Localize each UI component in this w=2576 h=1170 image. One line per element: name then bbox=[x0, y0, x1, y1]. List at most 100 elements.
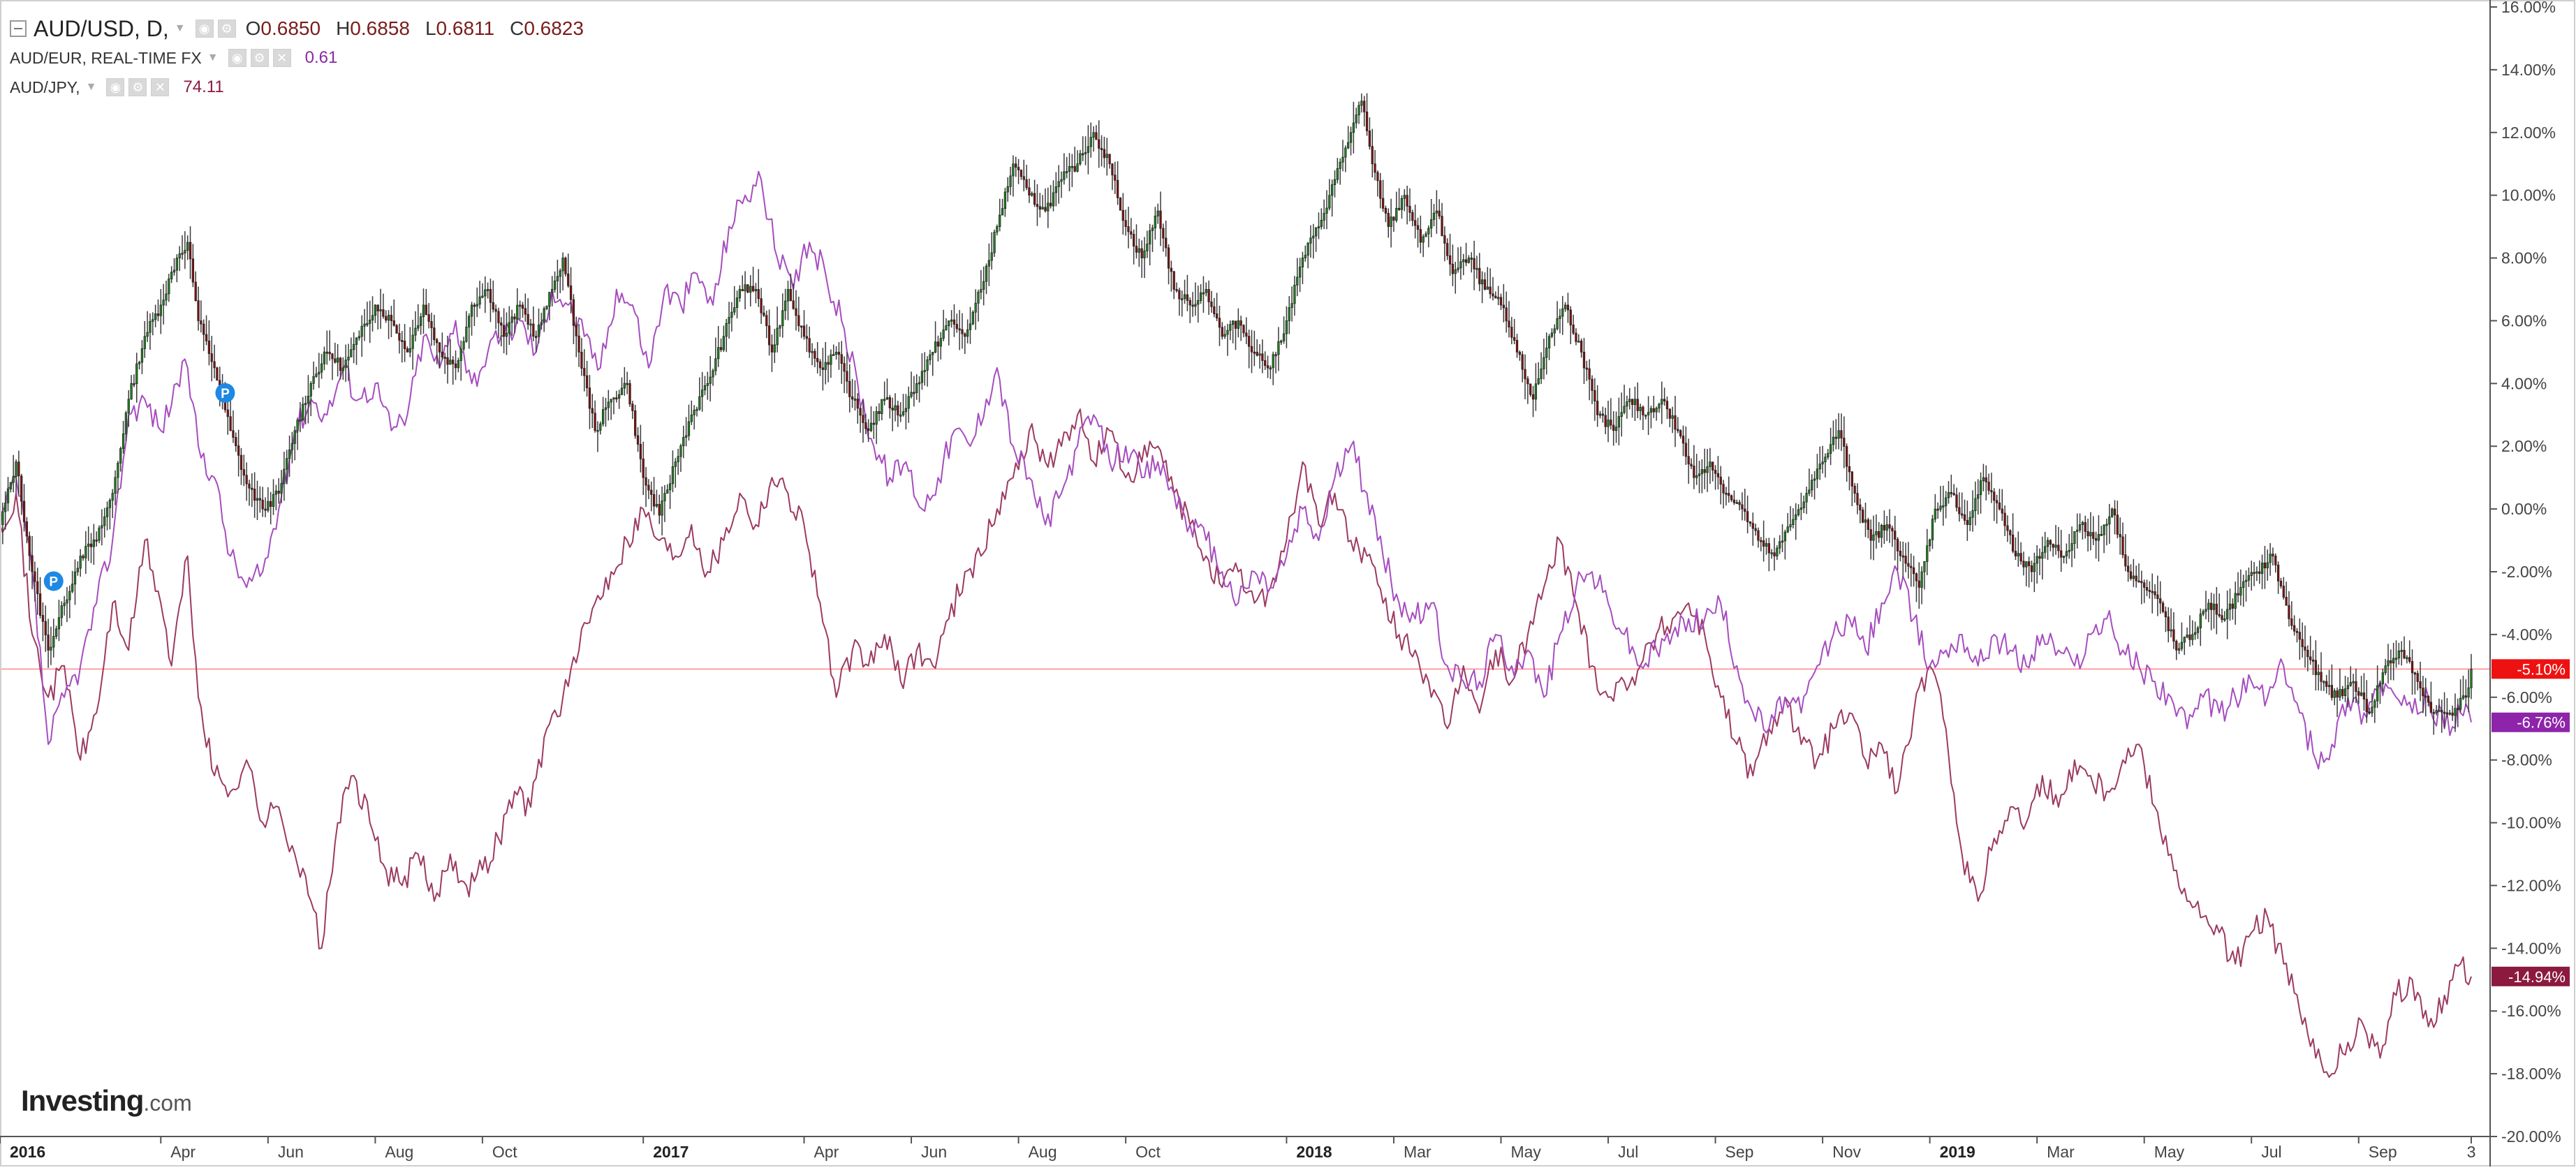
candle-down bbox=[1524, 369, 1526, 380]
candle-down bbox=[1379, 180, 1382, 199]
candle-down bbox=[1515, 340, 1519, 353]
candle-down bbox=[2357, 691, 2360, 696]
candle-down bbox=[1904, 556, 1907, 564]
settings-icon[interactable]: ⚙ bbox=[128, 78, 147, 96]
candle-down bbox=[1987, 481, 1990, 491]
x-tick-label: May bbox=[2154, 1143, 2185, 1161]
candle-up bbox=[256, 498, 259, 501]
candle-up bbox=[1336, 168, 1339, 180]
candle-down bbox=[2432, 711, 2435, 714]
x-tick-label: Apr bbox=[170, 1143, 196, 1161]
candle-up bbox=[2394, 658, 2398, 660]
candle-down bbox=[1883, 525, 1886, 531]
candle-down bbox=[1834, 436, 1837, 439]
candle-up bbox=[280, 483, 283, 494]
candle-up bbox=[2352, 681, 2355, 683]
high-value: 0.6858 bbox=[350, 17, 410, 39]
candle-up bbox=[1928, 539, 1931, 547]
x-tick-label: Oct bbox=[1135, 1143, 1161, 1161]
candle-up bbox=[2266, 562, 2269, 569]
candle-up bbox=[165, 293, 168, 301]
candle-up bbox=[987, 260, 991, 267]
candle-up bbox=[749, 286, 752, 293]
close-label: C bbox=[510, 17, 524, 39]
candle-down bbox=[331, 353, 334, 360]
visibility-icon[interactable]: ◉ bbox=[106, 78, 125, 96]
chevron-down-icon[interactable]: ▼ bbox=[85, 81, 97, 93]
candle-down bbox=[952, 319, 956, 325]
low-label: L bbox=[425, 17, 436, 39]
close-icon[interactable]: ✕ bbox=[151, 78, 170, 96]
visibility-icon[interactable]: ◉ bbox=[195, 20, 214, 38]
chevron-down-icon[interactable]: ▼ bbox=[207, 52, 219, 64]
candle-up bbox=[2392, 658, 2395, 664]
candle-down bbox=[2422, 688, 2424, 697]
candle-down bbox=[1170, 267, 1173, 272]
candle-up bbox=[417, 325, 420, 329]
candle-down bbox=[631, 403, 634, 411]
candle-up bbox=[1885, 524, 1888, 531]
y-tick-label: -2.00% bbox=[2501, 563, 2552, 581]
candle-up bbox=[360, 325, 363, 337]
candle-down bbox=[2419, 681, 2422, 688]
candle-down bbox=[1582, 351, 1586, 369]
candle-down bbox=[1248, 336, 1251, 347]
candle-down bbox=[398, 332, 401, 341]
candle-down bbox=[1191, 304, 1194, 307]
candle-up bbox=[87, 543, 90, 547]
candle-down bbox=[1017, 167, 1020, 170]
candle-down bbox=[261, 499, 264, 510]
candle-up bbox=[1671, 415, 1674, 419]
candle-up bbox=[1945, 497, 1948, 506]
candle-down bbox=[2116, 514, 2119, 535]
aud-eur-value: 0.61 bbox=[304, 48, 338, 67]
legend-row-aud-usd: AUD/USD, D, ▼ ◉ ⚙ O 0.6850 H 0.6858 L 0.681… bbox=[10, 14, 594, 43]
candle-down bbox=[647, 484, 650, 491]
settings-icon[interactable]: ⚙ bbox=[250, 49, 269, 67]
candle-up bbox=[2076, 529, 2079, 532]
chevron-down-icon[interactable]: ▼ bbox=[174, 22, 186, 34]
candle-up bbox=[1947, 491, 1950, 498]
candle-down bbox=[1746, 511, 1749, 522]
candle-up bbox=[135, 363, 138, 384]
candle-down bbox=[2429, 702, 2433, 713]
candle-up bbox=[923, 370, 926, 372]
candle-down bbox=[652, 494, 656, 507]
candle-up bbox=[1430, 219, 1433, 229]
close-icon[interactable]: ✕ bbox=[272, 49, 291, 67]
candle-down bbox=[1451, 263, 1455, 274]
candle-up bbox=[2105, 524, 2108, 526]
candle-up bbox=[508, 322, 510, 334]
symbol-aud-jpy[interactable]: AUD/JPY, bbox=[10, 77, 80, 96]
candle-down bbox=[1406, 195, 1408, 207]
candle-down bbox=[1371, 146, 1374, 165]
visibility-icon[interactable]: ◉ bbox=[228, 49, 246, 67]
symbol-aud-eur[interactable]: AUD/EUR, REAL-TIME FX bbox=[10, 48, 202, 67]
candle-up bbox=[2223, 619, 2226, 621]
candle-up bbox=[1695, 475, 1698, 478]
settings-icon[interactable]: ⚙ bbox=[217, 20, 236, 38]
candle-down bbox=[2263, 562, 2267, 569]
candle-up bbox=[553, 280, 557, 290]
candle-up bbox=[374, 304, 377, 316]
candle-up bbox=[1427, 228, 1430, 235]
candle-down bbox=[805, 336, 808, 339]
candle-up bbox=[556, 276, 559, 281]
candle-down bbox=[1162, 228, 1165, 239]
last-value-badge bbox=[2492, 712, 2570, 732]
collapse-legend-button[interactable] bbox=[10, 20, 27, 37]
candle-down bbox=[242, 469, 245, 476]
candle-down bbox=[1392, 216, 1395, 221]
candle-down bbox=[1749, 521, 1752, 524]
symbol-aud-usd[interactable]: AUD/USD, D, bbox=[34, 15, 169, 41]
candle-up bbox=[1231, 320, 1235, 325]
candle-down bbox=[497, 311, 500, 323]
candle-down bbox=[489, 289, 492, 303]
candle-up bbox=[1607, 420, 1610, 427]
candle-down bbox=[615, 397, 618, 400]
candle-down bbox=[277, 490, 280, 494]
candle-up bbox=[2317, 672, 2320, 675]
candle-down bbox=[2154, 591, 2156, 595]
